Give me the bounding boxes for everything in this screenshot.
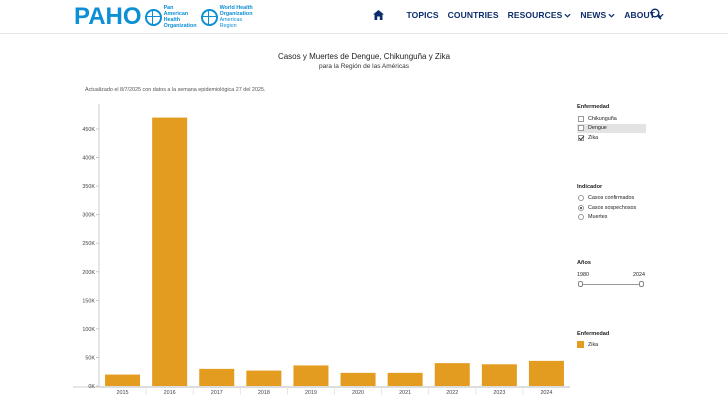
update-note: Actualizado el 8/7/2025 con datos a la s… xyxy=(85,87,266,93)
paho-emblem-icon xyxy=(144,8,162,26)
years-max-label: 2024 xyxy=(633,272,645,278)
x-tick-label: 2020 xyxy=(352,390,364,396)
y-tick-label: 100K xyxy=(82,327,95,333)
who-org-line-2: Organization xyxy=(219,11,253,17)
bar xyxy=(152,117,188,387)
legend-swatch xyxy=(577,341,584,348)
who-emblem-icon xyxy=(200,8,218,26)
legend-title: Enfermedad xyxy=(577,331,610,337)
years-slider-track xyxy=(580,283,642,285)
nav-countries-label: COUNTRIES xyxy=(447,10,499,20)
years-slider-min-handle[interactable] xyxy=(578,281,583,287)
main-nav: TOPICS COUNTRIES RESOURCES NEWS ABOUT xyxy=(372,8,664,22)
disease-option-chikungunya[interactable]: Chikunguña xyxy=(577,114,646,124)
deaths-label: Muertes xyxy=(588,214,608,221)
nav-news-label: NEWS xyxy=(580,10,607,20)
chikungunya-checkbox[interactable] xyxy=(578,115,584,122)
bar xyxy=(528,360,564,386)
dengue-checkbox[interactable] xyxy=(578,125,584,132)
indicator-option-confirmed[interactable]: Casos confirmados xyxy=(577,194,646,204)
bar xyxy=(105,374,141,386)
nav-about-label: ABOUT xyxy=(624,10,655,20)
indicator-option-suspected[interactable]: Casos sospechosos xyxy=(577,203,646,213)
y-tick-label: 150K xyxy=(82,298,95,304)
y-tick-label: 300K xyxy=(82,213,95,219)
suspected-radio[interactable] xyxy=(578,204,584,211)
years-slider-max-handle[interactable] xyxy=(639,281,644,287)
years-slider[interactable] xyxy=(578,281,644,287)
nav-countries[interactable]: COUNTRIES xyxy=(448,10,499,20)
disease-option-zika[interactable]: Zika xyxy=(577,133,646,143)
paho-logo[interactable]: PAHO Pan American Health Organization Wo… xyxy=(74,3,254,30)
y-tick-label: 0K xyxy=(88,384,95,390)
years-filter-title: Años xyxy=(577,260,591,266)
y-tick-label: 250K xyxy=(82,241,95,247)
deaths-radio[interactable] xyxy=(578,214,584,221)
bar xyxy=(293,365,329,386)
who-org-line-1: World Health xyxy=(219,5,253,11)
y-tick-label: 200K xyxy=(82,270,95,276)
years-slider-values: 1980 2024 xyxy=(577,272,645,278)
bar xyxy=(387,372,423,386)
chevron-down-icon xyxy=(608,13,615,18)
x-tick-label: 2018 xyxy=(258,390,270,396)
paho-wordmark: PAHO xyxy=(74,3,142,30)
paho-org-line-2: Health xyxy=(163,17,181,23)
bar xyxy=(246,370,282,386)
paho-org-line-1: Pan American xyxy=(163,5,189,17)
indicator-filter-title: Indicador xyxy=(577,183,603,190)
zika-checkbox[interactable] xyxy=(578,134,584,141)
bar xyxy=(340,372,376,386)
y-tick-label: 400K xyxy=(82,156,95,162)
bar xyxy=(434,363,470,386)
chart-subtitle: para la Región de las Américas xyxy=(319,63,409,70)
site-header: PAHO Pan American Health Organization Wo… xyxy=(0,0,728,34)
suspected-label: Casos sospechosos xyxy=(588,204,637,211)
indicator-filter: Casos confirmados Casos sospechosos Muer… xyxy=(577,194,652,223)
x-tick-label: 2016 xyxy=(164,390,176,396)
nav-resources-label: RESOURCES xyxy=(507,10,563,20)
confirmed-radio[interactable] xyxy=(578,195,584,202)
filter-panel: Enfermedad Chikunguña Dengue Zika Indica… xyxy=(577,104,652,348)
bar xyxy=(481,364,517,386)
years-min-label: 1980 xyxy=(577,272,589,278)
legend-item-zika: Zika xyxy=(577,341,652,348)
disease-filter: Chikunguña Dengue Zika xyxy=(577,114,652,143)
legend-label: Zika xyxy=(588,341,599,348)
y-tick-label: 350K xyxy=(82,184,95,190)
x-tick-label: 2022 xyxy=(446,390,458,396)
y-tick-label: 450K xyxy=(82,127,95,133)
indicator-option-deaths[interactable]: Muertes xyxy=(577,213,646,223)
x-tick-label: 2024 xyxy=(540,390,552,396)
chart-title: Casos y Muertes de Dengue, Chikunguña y … xyxy=(277,52,451,61)
confirmed-label: Casos confirmados xyxy=(588,195,635,202)
bar xyxy=(199,368,235,386)
nav-topics-label: TOPICS xyxy=(406,10,439,20)
who-org-name: World Health Organization Americas Regio… xyxy=(220,5,254,29)
x-tick-label: 2017 xyxy=(211,390,223,396)
zika-label: Zika xyxy=(588,134,599,141)
x-tick-label: 2021 xyxy=(399,390,411,396)
chevron-down-icon xyxy=(564,13,571,18)
chikungunya-label: Chikunguña xyxy=(588,115,617,122)
who-region: Americas Region xyxy=(219,17,243,29)
x-tick-label: 2015 xyxy=(117,390,129,396)
x-tick-label: 2023 xyxy=(493,390,505,396)
nav-news[interactable]: NEWS xyxy=(580,10,615,20)
y-tick-label: 50K xyxy=(85,355,95,361)
disease-option-dengue[interactable]: Dengue xyxy=(577,123,646,133)
search-icon[interactable] xyxy=(650,8,662,20)
nav-resources[interactable]: RESOURCES xyxy=(508,10,572,20)
disease-filter-title: Enfermedad xyxy=(577,104,610,110)
paho-org-line-3: Organization xyxy=(163,23,197,29)
dengue-label: Dengue xyxy=(588,125,607,132)
x-tick-label: 2019 xyxy=(305,390,317,396)
nav-topics[interactable]: TOPICS xyxy=(407,10,439,20)
paho-org-name: Pan American Health Organization xyxy=(164,5,198,29)
home-icon[interactable] xyxy=(372,8,386,22)
